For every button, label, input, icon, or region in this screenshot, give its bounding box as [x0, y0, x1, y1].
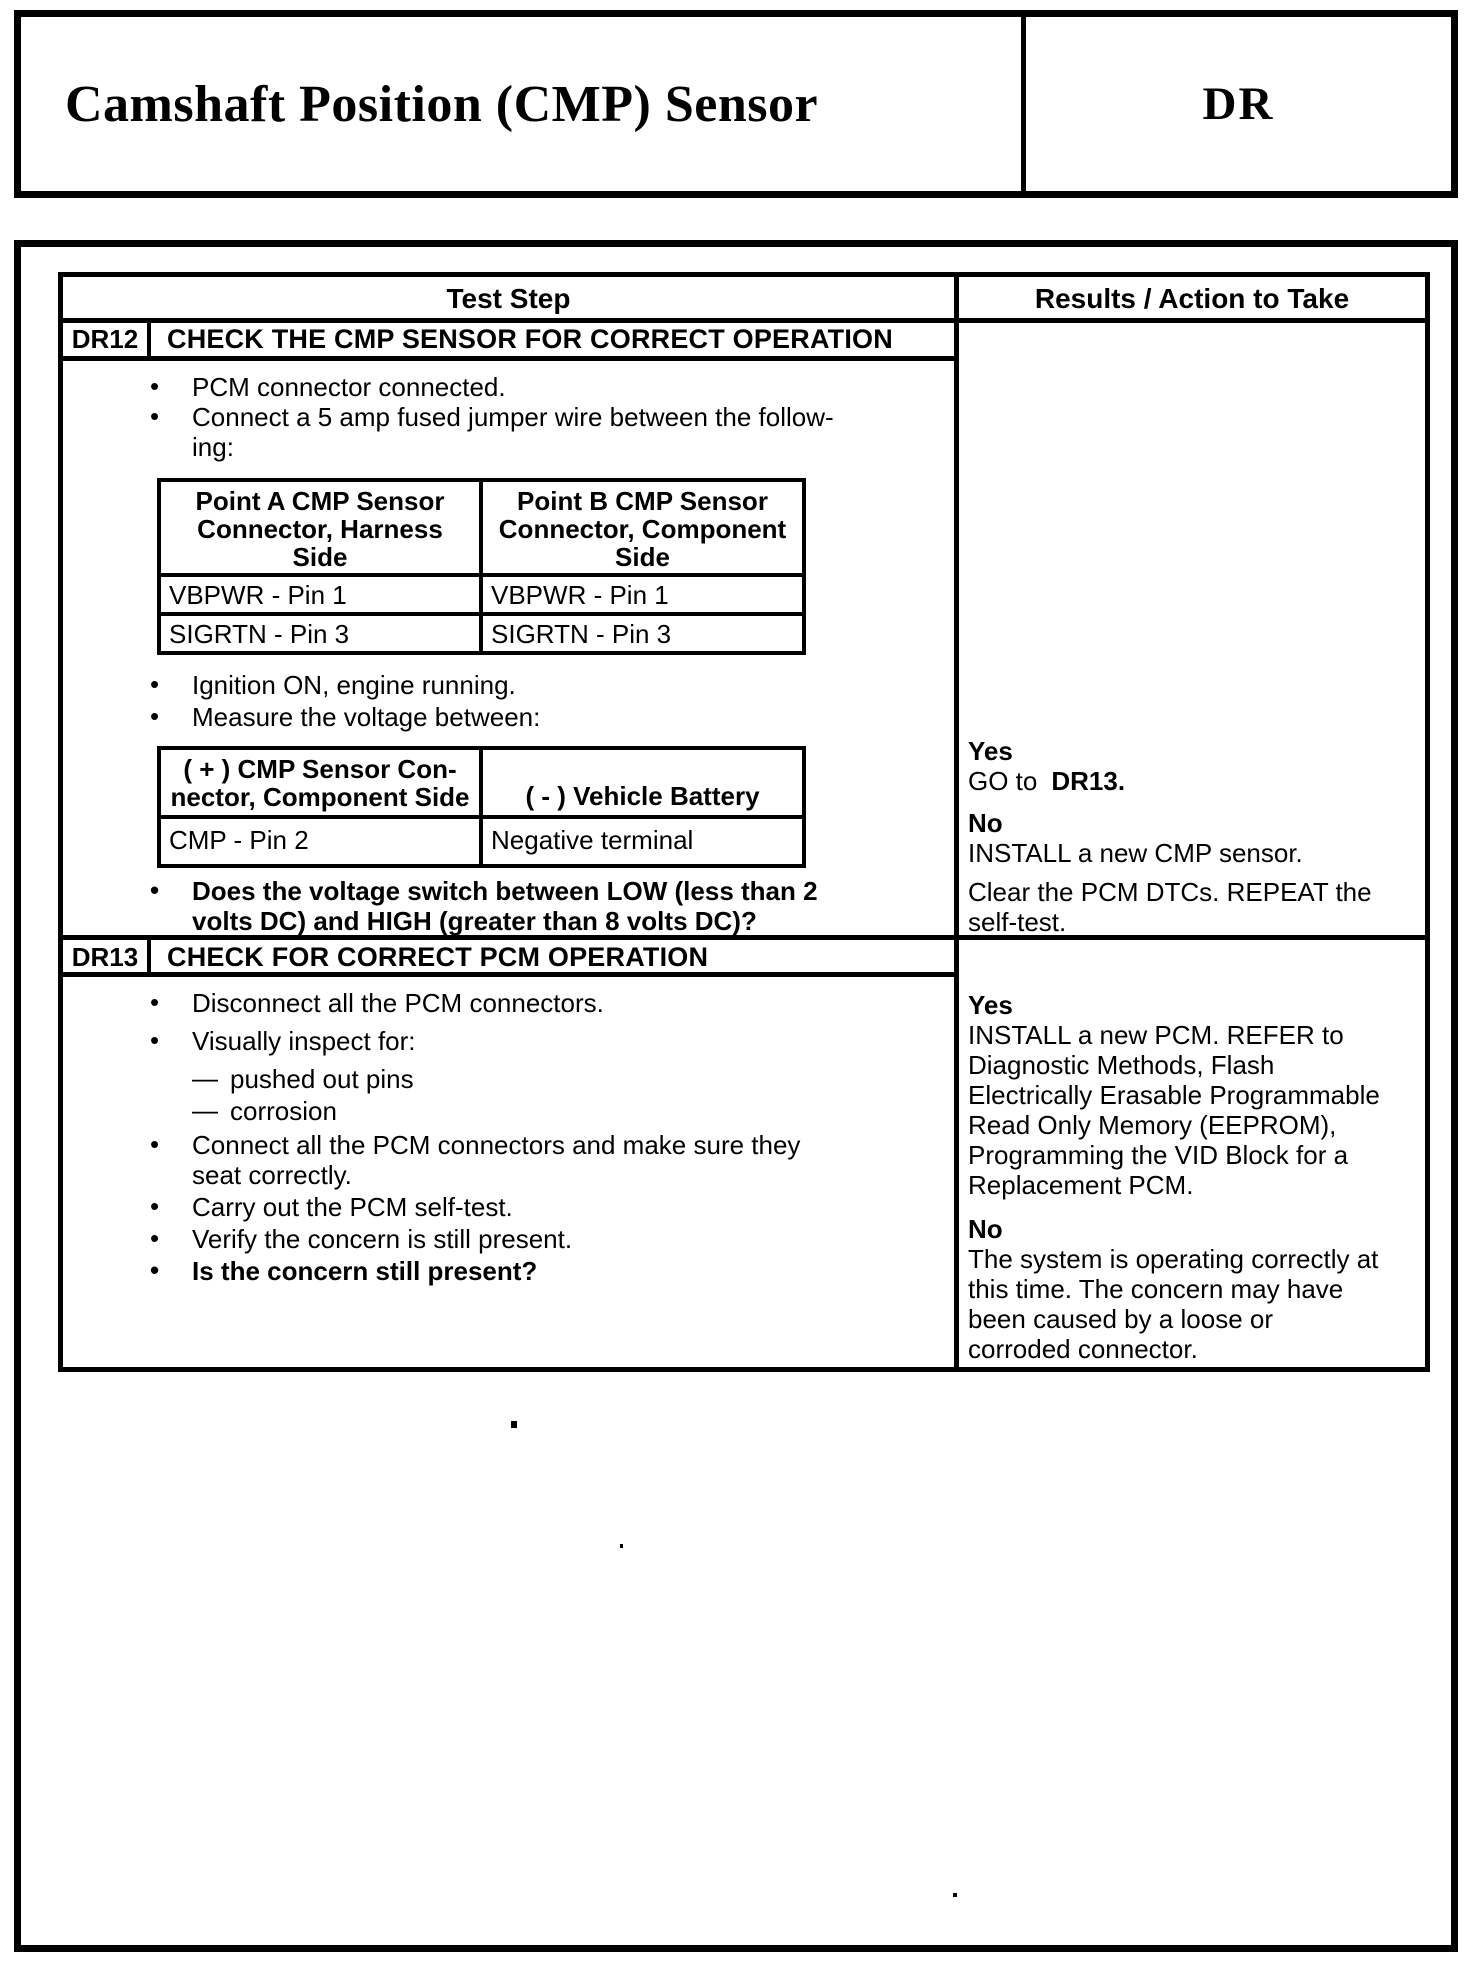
pin-table-cell: SIGRTN - Pin 3	[161, 616, 483, 651]
dr13-number-cell-divider	[147, 940, 151, 972]
step-title-dr13: CHECK FOR CORRECT PCM OPERATION	[167, 942, 709, 972]
no-label: No	[968, 1214, 1003, 1244]
dr12-number-cell-divider	[147, 323, 151, 356]
header-underline	[63, 318, 1425, 323]
bullet-item: Carry out the PCM self-test.	[63, 1191, 954, 1222]
pin-table-cell: VBPWR - Pin 1	[161, 577, 483, 616]
step-content-dr12: PCM connector connected. Connect a 5 amp…	[63, 362, 954, 936]
no-label: No	[968, 808, 1003, 838]
step-question-dr13: Is the concern still present?	[63, 1255, 954, 1286]
bullet-item: Connect a 5 amp fused jumper wire betwee…	[63, 401, 954, 462]
no-action-line1: INSTALL a new CMP sensor.	[968, 838, 1303, 868]
step-id-dr13: DR13	[71, 942, 139, 972]
column-divider-line	[954, 277, 959, 1367]
results-dr13: Yes INSTALL a new PCM. REFER to Diagnost…	[968, 990, 1438, 1364]
yes-label: Yes	[968, 736, 1013, 766]
step-content-dr13: Disconnect all the PCM connectors. Visua…	[63, 977, 954, 1286]
bullet-item: Connect all the PCM connectors and make …	[63, 1129, 954, 1190]
volt-table-cell: Negative terminal	[491, 825, 694, 855]
results-dr12: Yes GO to DR13. No INSTALL a new CMP sens…	[968, 736, 1438, 937]
yes-action-prefix: GO to	[968, 766, 1038, 796]
dr12-title-underline	[63, 356, 954, 361]
page-title: Camshaft Position (CMP) Sensor	[65, 75, 819, 133]
bullet-item: PCM connector connected.	[63, 371, 954, 402]
pin-table-header-point-b: Point B CMP Sensor Connector, Component …	[483, 482, 802, 577]
bullet-item: Ignition ON, engine running.	[63, 669, 954, 700]
yes-label: Yes	[968, 990, 1013, 1020]
pin-table-cell: VBPWR - Pin 1	[483, 577, 802, 616]
volt-table-header-positive: ( + ) CMP Sensor Con- nector, Component …	[161, 750, 483, 819]
yes-action: GO to DR13.	[968, 766, 1438, 796]
dr13-title-underline	[63, 972, 954, 977]
column-header-results: Results / Action to Take	[1034, 283, 1350, 314]
section-frame	[14, 240, 1458, 1952]
no-action-line2: Clear the PCM DTCs. REPEAT the self-test…	[968, 877, 1372, 937]
column-header-test-step: Test Step	[446, 283, 571, 314]
page-header-box: Camshaft Position (CMP) Sensor DR	[14, 10, 1458, 198]
scan-speck	[953, 1893, 957, 1897]
bullet-item: Visually inspect for:	[63, 1025, 954, 1056]
volt-table-cell: CMP - Pin 2	[161, 819, 483, 864]
step-title-dr12: CHECK THE CMP SENSOR FOR CORRECT OPERATI…	[167, 324, 893, 354]
section-code: DR	[1202, 78, 1275, 130]
pin-connection-table: Point A CMP Sensor Connector, Harness Si…	[157, 478, 806, 655]
diagnostic-table: Test Step Results / Action to Take DR12 …	[58, 272, 1430, 1372]
sub-list-item: corrosion	[63, 1095, 954, 1126]
step-question-dr12: Does the voltage switch between LOW (les…	[63, 875, 954, 936]
yes-action-text: INSTALL a new PCM. REFER to Diagnostic M…	[968, 1020, 1380, 1200]
yes-action-target-step: DR13.	[1051, 766, 1126, 796]
scan-speck	[620, 1544, 623, 1548]
step-id-dr12: DR12	[71, 324, 139, 354]
bullet-item: Disconnect all the PCM connectors.	[63, 987, 954, 1018]
volt-table-header-negative: ( - ) Vehicle Battery	[483, 750, 802, 819]
scan-speck	[511, 1421, 517, 1428]
page-title-cell: Camshaft Position (CMP) Sensor	[21, 17, 1026, 191]
pin-table-header-point-a: Point A CMP Sensor Connector, Harness Si…	[161, 482, 483, 577]
voltage-measure-table: ( + ) CMP Sensor Con- nector, Component …	[157, 746, 806, 868]
no-action-text: The system is operating correctly at thi…	[968, 1244, 1379, 1364]
pin-table-cell: SIGRTN - Pin 3	[491, 619, 672, 649]
bullet-item: Verify the concern is still present.	[63, 1223, 954, 1254]
section-code-cell: DR	[1026, 17, 1451, 191]
bullet-item: Measure the voltage between:	[63, 701, 954, 732]
sub-list-item: pushed out pins	[63, 1063, 954, 1094]
dr12-dr13-divider	[63, 935, 1425, 940]
